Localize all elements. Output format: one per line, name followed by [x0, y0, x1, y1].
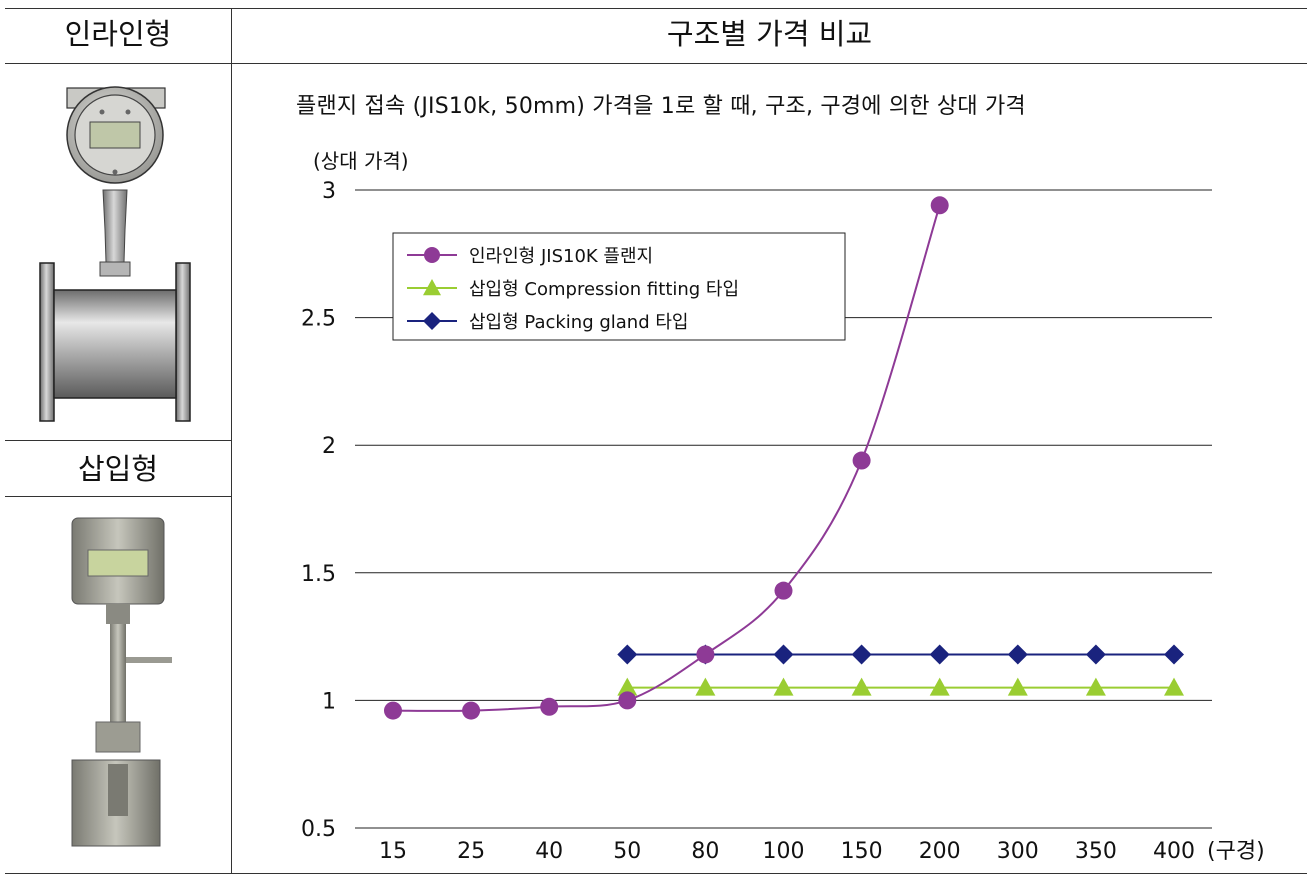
- data-point-circle: [774, 581, 793, 600]
- data-point-triangle: [773, 677, 794, 696]
- legend-box: [392, 232, 846, 341]
- y-axis-label: (상대 가격): [313, 149, 409, 173]
- data-point-triangle: [929, 677, 950, 696]
- x-tick-label: 150: [841, 839, 883, 864]
- data-point-diamond: [1085, 644, 1106, 665]
- header-bottom-border: [5, 63, 1307, 64]
- section-divider-top: [5, 440, 231, 441]
- data-point-diamond: [929, 644, 950, 665]
- x-tick-label: 400: [1153, 839, 1195, 864]
- y-tick-label: 1.5: [301, 562, 336, 587]
- legend-marker: [423, 279, 441, 296]
- y-tick-label: 2.5: [301, 307, 336, 332]
- data-point-diamond: [617, 644, 638, 665]
- legend-label: 삽입형 Compression fitting 타입: [469, 279, 739, 300]
- data-point-circle: [384, 701, 402, 720]
- data-point-circle: [852, 451, 871, 470]
- inline-type-header: 인라인형: [64, 17, 172, 51]
- insertion-type-header: 삽입형: [77, 452, 159, 486]
- data-point-circle: [462, 701, 481, 720]
- data-point-triangle: [851, 677, 872, 696]
- data-point-triangle: [1007, 677, 1028, 696]
- data-point-triangle: [1085, 677, 1106, 696]
- data-point-circle: [930, 196, 949, 215]
- data-point-diamond: [773, 644, 794, 665]
- x-tick-label: 350: [1075, 839, 1117, 864]
- inline-flowmeter-image: [39, 86, 191, 422]
- x-tick-label: 80: [691, 839, 719, 864]
- table-bottom-border: [5, 873, 1307, 874]
- data-point-triangle: [695, 677, 716, 696]
- x-tick-label: 15: [379, 839, 407, 864]
- chart-section-header: 구조별 가격 비교: [666, 17, 873, 51]
- data-point-triangle: [1164, 677, 1184, 696]
- data-point-circle: [540, 697, 559, 716]
- x-tick-label: 100: [763, 839, 805, 864]
- x-tick-label: 25: [457, 839, 485, 864]
- column-divider: [231, 8, 232, 873]
- y-tick-label: 2: [322, 434, 336, 459]
- x-tick-label: 40: [535, 839, 563, 864]
- legend-marker: [423, 312, 441, 330]
- chart-title: 플랜지 접속 (JIS10k, 50mm) 가격을 1로 할 때, 구조, 구경…: [296, 94, 1026, 119]
- data-point-diamond: [1164, 644, 1184, 665]
- legend-marker: [424, 247, 440, 263]
- legend-label: 삽입형 Packing gland 타입: [469, 312, 689, 333]
- y-tick-label: 0.5: [301, 817, 336, 842]
- x-axis-label: (구경): [1207, 839, 1265, 864]
- section-divider-bottom: [5, 496, 231, 497]
- x-tick-label: 300: [997, 839, 1039, 864]
- legend-label: 인라인형 JIS10K 플랜지: [469, 246, 653, 267]
- data-point-circle: [696, 645, 715, 664]
- x-tick-label: 50: [613, 839, 641, 864]
- insertion-flowmeter-image: [71, 517, 172, 847]
- table-top-border: [5, 8, 1307, 9]
- y-tick-label: 1: [322, 689, 336, 714]
- data-point-diamond: [851, 644, 872, 665]
- data-point-circle: [618, 691, 637, 710]
- y-tick-label: 3: [322, 179, 336, 204]
- x-tick-label: 200: [919, 839, 961, 864]
- data-point-triangle: [617, 677, 638, 696]
- data-point-diamond: [1007, 644, 1028, 665]
